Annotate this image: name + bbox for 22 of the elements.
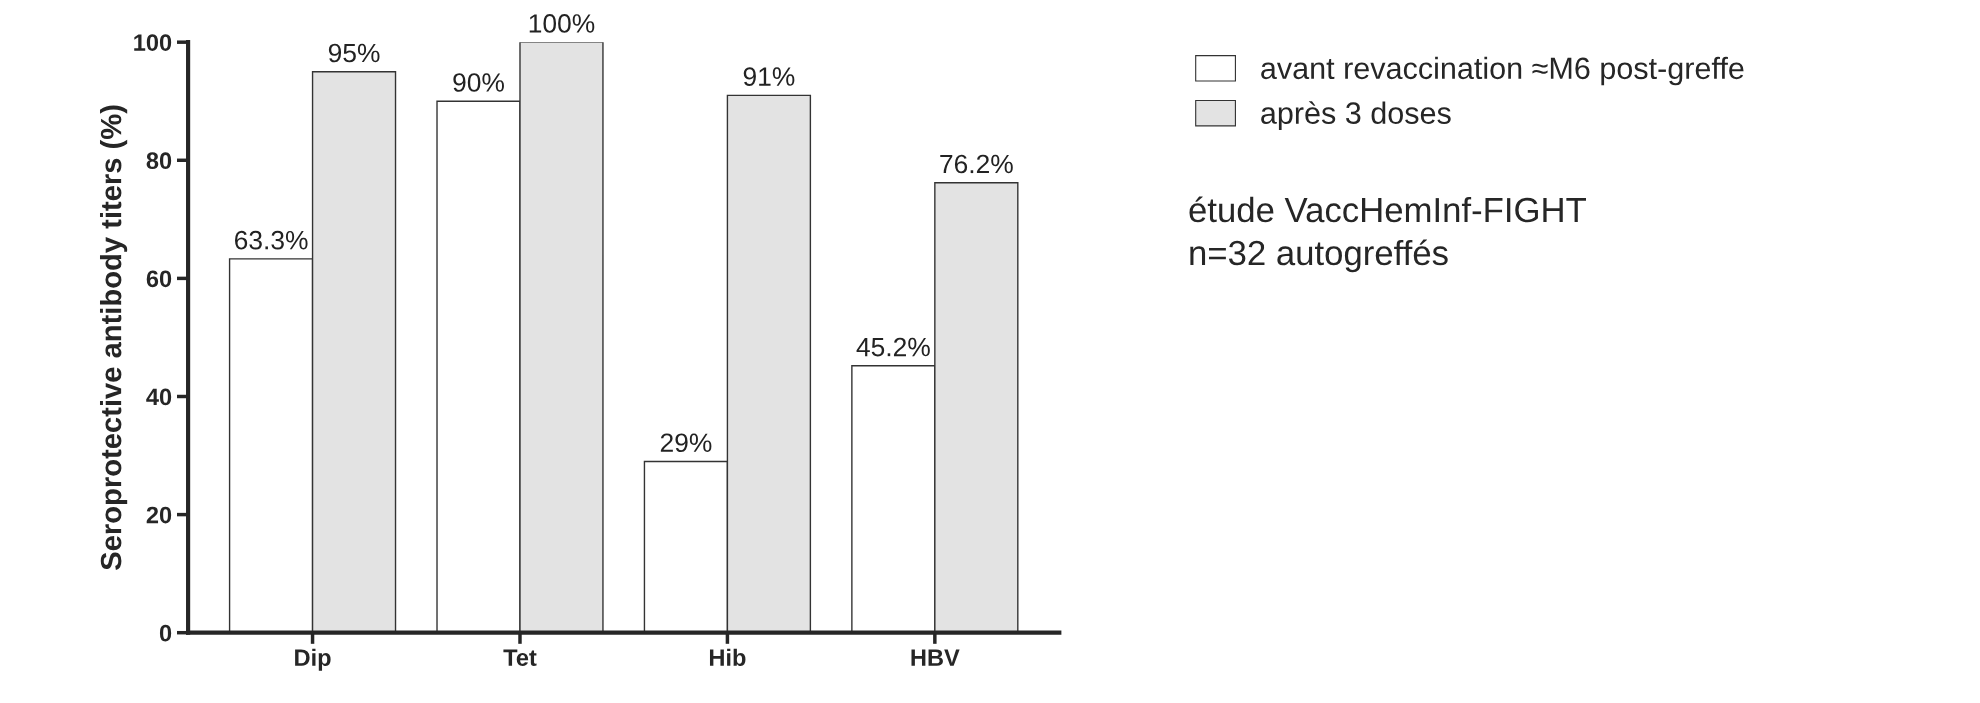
x-tick-label: Tet — [503, 649, 537, 667]
x-tick-label: HBV — [911, 649, 960, 666]
x-tick-label: Hib — [709, 648, 746, 667]
y-tick-label: 100 — [134, 34, 172, 51]
data-label: 29% — [660, 433, 712, 453]
legend-label: après 3 doses — [1261, 101, 1451, 131]
data-label: 63.3% — [235, 230, 308, 250]
y-tick-label: 0 — [159, 624, 172, 642]
y-tick-label: 80 — [146, 152, 172, 170]
data-label: 100% — [529, 14, 595, 33]
legend-label: avant revaccination ≈M6 post-greffe — [1261, 56, 1744, 86]
y-tick-label: 40 — [146, 388, 172, 406]
data-label: 90% — [453, 73, 504, 92]
data-label: 45.2% — [856, 337, 930, 357]
y-tick-label: 60 — [146, 270, 172, 288]
data-label: 91% — [743, 67, 795, 86]
y-axis-title: Seroprotective antibody titers (%) — [99, 105, 128, 570]
x-tick-label: Dip — [295, 648, 331, 671]
y-tick-label: 20 — [146, 506, 172, 524]
data-label: 76.2% — [940, 154, 1013, 174]
data-label: 95% — [328, 43, 380, 63]
text: étude VaccHemInf-FIGHT n=32 autogreffés — [1189, 196, 1586, 273]
